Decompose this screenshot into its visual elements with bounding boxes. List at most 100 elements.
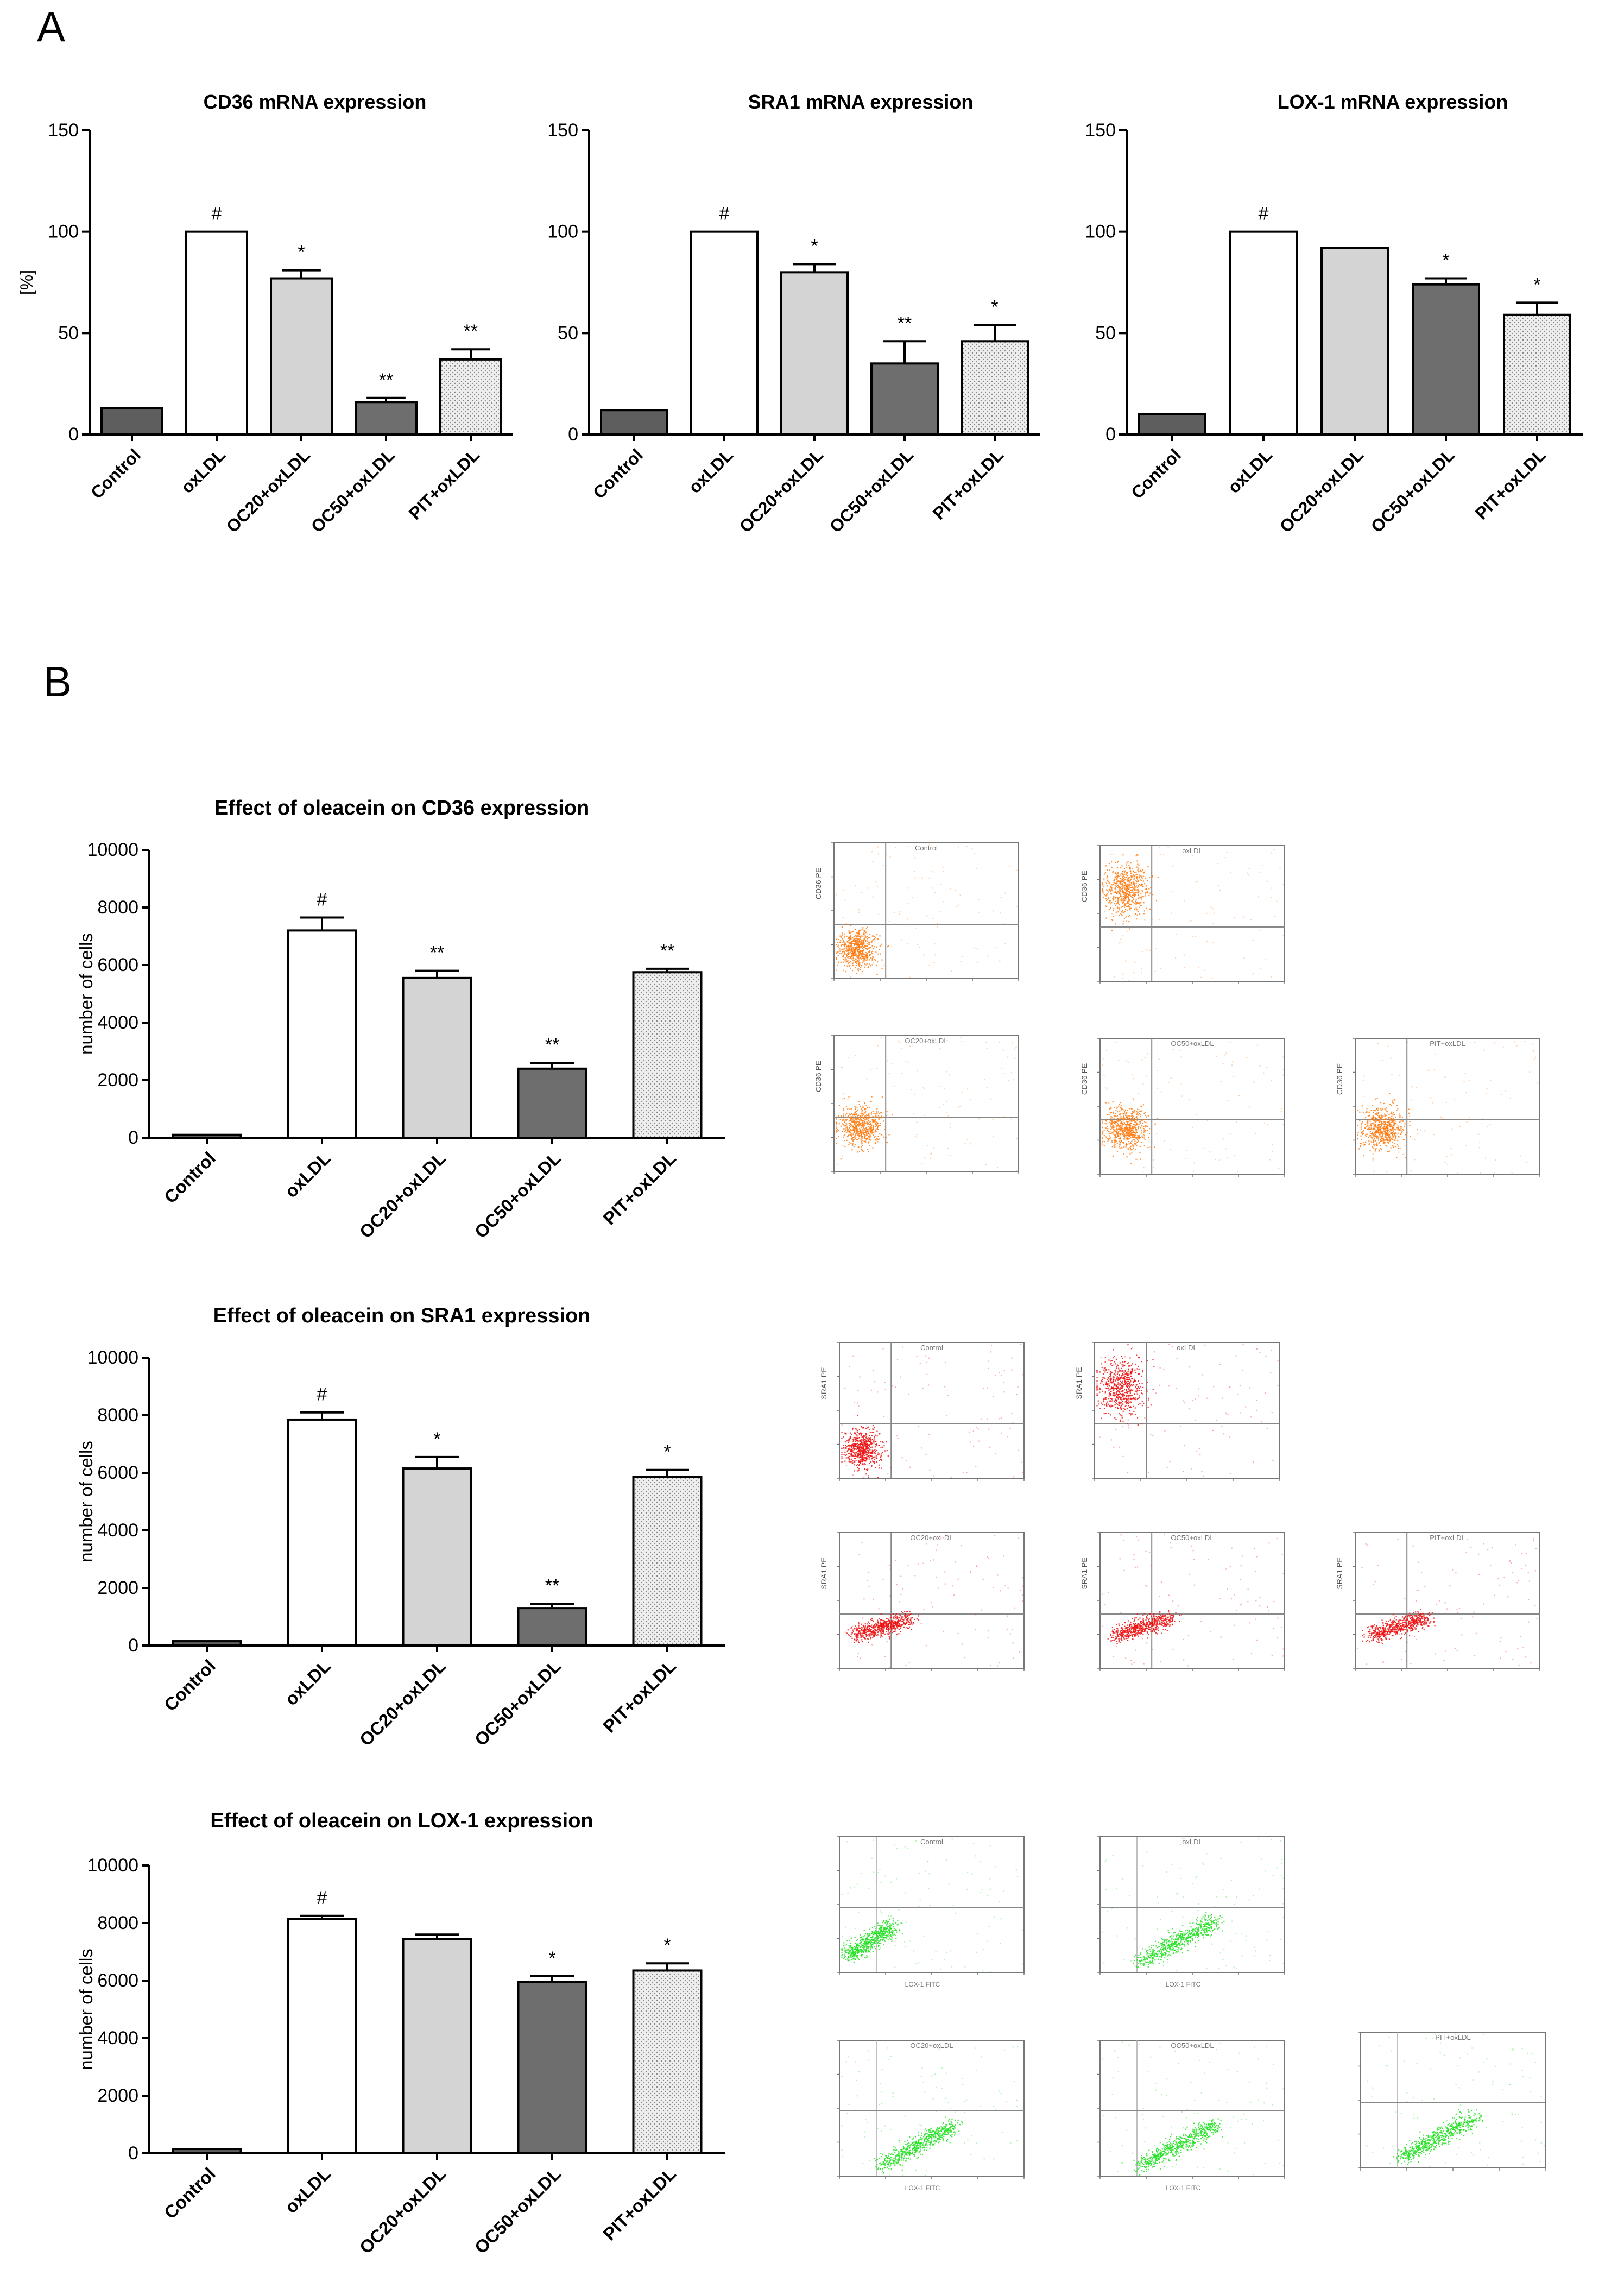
significance-label: *: [1533, 274, 1540, 295]
y-tick-label: 50: [558, 323, 578, 343]
y-tick-label: 2000: [97, 2085, 138, 2106]
plot-frame: [1099, 1038, 1285, 1175]
flow-plot-sra1-control: Control SRA1 PE: [819, 1331, 1025, 1493]
bar-oc20-oxldl: [270, 277, 333, 436]
bar-pit-oxldl: [439, 358, 502, 436]
dot-plot-svg: PIT+oxLDL: [1358, 2032, 1546, 2171]
dot-plot-y-label: CD36 PE: [1335, 1063, 1344, 1095]
bar-pit-oxldl: [961, 340, 1029, 436]
significance-label: *: [811, 236, 818, 256]
significance-label: **: [379, 370, 393, 390]
bar-oc50-oxldl: [1412, 283, 1480, 436]
plot-frame: [839, 1532, 1025, 1669]
y-tick-label: 0: [128, 2143, 138, 2164]
flow-plot-sra1-oc20: OC20+oxLDL SRA1 PE: [819, 1521, 1025, 1684]
dot-plot-y-label: CD36 PE: [814, 868, 823, 899]
significance-label: #: [317, 1384, 327, 1405]
dot-plot-title: oxLDL: [1182, 1838, 1203, 1846]
dot-plot-x-label: LOX-1 FITC: [1166, 1981, 1201, 1988]
dot-cloud: [1365, 2033, 1545, 2167]
dot-plot-y-label: CD36 PE: [814, 1061, 823, 1092]
y-tick-label: 10000: [87, 1347, 138, 1368]
dot-plot-title: PIT+oxLDL: [1430, 1534, 1465, 1542]
y-tick-label: 0: [568, 424, 578, 445]
dot-plot-title: OC20+oxLDL: [910, 2041, 953, 2050]
dot-plot-svg: OC50+oxLDL SRA1 PE: [1080, 1532, 1285, 1671]
significance-label: *: [433, 1429, 440, 1449]
dot-plot-svg: Control CD36 PE: [814, 842, 1019, 981]
dot-cloud: [1102, 1838, 1284, 1972]
dot-cloud: [1102, 2041, 1284, 2176]
dot-cloud: [1357, 1041, 1539, 1174]
y-tick-label: 150: [547, 120, 578, 141]
dot-plot-y-label: SRA1 PE: [1335, 1557, 1344, 1589]
y-tick-label: 150: [48, 120, 79, 141]
chart-title: Effect of oleacein on SRA1 expression: [213, 1304, 591, 1327]
dot-plot-x-label: LOX-1 FITC: [1166, 2184, 1201, 2192]
sra1-cells-chart: Effect of oleacein on SRA1 expression num…: [76, 1304, 725, 1750]
x-tick-label: OC20+oxLDL: [356, 1148, 450, 1242]
dot-plot-title: Control: [920, 1838, 943, 1846]
y-tick-label: 8000: [97, 1405, 138, 1426]
x-tick-label: OC20+oxLDL: [356, 1656, 450, 1750]
x-tick-label: OC20+oxLDL: [356, 2164, 450, 2258]
y-tick-label: 6000: [97, 955, 138, 975]
bar-oc50-oxldl: [517, 1981, 587, 2154]
bar-oc20-oxldl: [402, 1938, 472, 2154]
significance-label: *: [663, 1935, 671, 1956]
bar-control: [600, 409, 668, 436]
significance-label: *: [298, 242, 305, 263]
x-tick-label: OC50+oxLDL: [1367, 445, 1458, 536]
dot-cloud: [1102, 847, 1284, 981]
x-tick-label: OC50+oxLDL: [471, 1148, 565, 1242]
x-tick-label: Control: [87, 445, 144, 502]
dot-plot-svg: oxLDL CD36 PE: [1080, 845, 1285, 984]
dot-plot-title: OC20+oxLDL: [910, 1534, 953, 1542]
y-tick-label: 8000: [97, 897, 138, 918]
bar-oxldl: [287, 1418, 357, 1647]
x-tick-label: oxLDL: [281, 1656, 334, 1710]
dot-plot-title: Control: [915, 844, 938, 852]
dot-plot-y-label: SRA1 PE: [819, 1557, 828, 1589]
significance-label: *: [1442, 250, 1449, 271]
bar-control: [100, 407, 163, 436]
bar-oc20-oxldl: [780, 271, 849, 436]
bar-pit-oxldl: [632, 1476, 703, 1647]
bar-oc50-oxldl: [517, 1067, 587, 1139]
y-tick-label: 100: [1085, 222, 1116, 242]
dot-plot-title: oxLDL: [1182, 847, 1203, 855]
bar-pit-oxldl: [632, 1969, 703, 2154]
dot-cloud: [841, 1344, 1023, 1478]
x-tick-label: PIT+oxLDL: [1471, 445, 1550, 523]
dot-plot-y-label: SRA1 PE: [1075, 1367, 1083, 1399]
x-tick-label: Control: [1127, 445, 1185, 502]
chart-title: SRA1 mRNA expression: [748, 91, 974, 113]
y-axis-label: number of cells: [76, 1949, 96, 2070]
bar-oxldl: [185, 230, 248, 436]
y-tick-label: 0: [128, 1635, 138, 1656]
significance-label: #: [212, 204, 222, 224]
x-tick-label: oxLDL: [177, 445, 229, 497]
x-tick-label: OC20+oxLDL: [1276, 445, 1367, 536]
bar-oc20-oxldl: [402, 976, 472, 1139]
significance-label: **: [464, 321, 478, 342]
chart-title: Effect of oleacein on LOX-1 expression: [210, 1810, 593, 1832]
dot-plot-svg: oxLDL LOX-1 FITC: [1097, 1836, 1285, 1988]
chart-title: LOX-1 mRNA expression: [1278, 91, 1508, 113]
bar-control: [1138, 413, 1206, 436]
y-tick-label: 2000: [97, 1070, 138, 1090]
plot-frame: [839, 1342, 1025, 1479]
bar-oxldl: [287, 1918, 357, 2155]
x-tick-label: Control: [160, 1148, 219, 1207]
flow-plot-lox1-pit: PIT+oxLDL: [1341, 2020, 1546, 2183]
y-tick-label: 2000: [97, 1578, 138, 1598]
y-tick-label: 50: [58, 323, 79, 343]
dot-cloud: [1357, 1537, 1538, 1667]
bar-oc20-oxldl: [1320, 247, 1389, 436]
y-tick-label: 6000: [97, 1463, 138, 1483]
significance-label: *: [663, 1442, 671, 1463]
dot-plot-svg: OC50+oxLDL CD36 PE: [1080, 1038, 1285, 1177]
y-tick-label: 0: [68, 424, 79, 445]
x-tick-label: OC50+oxLDL: [826, 445, 917, 536]
y-tick-label: 150: [1085, 120, 1116, 141]
